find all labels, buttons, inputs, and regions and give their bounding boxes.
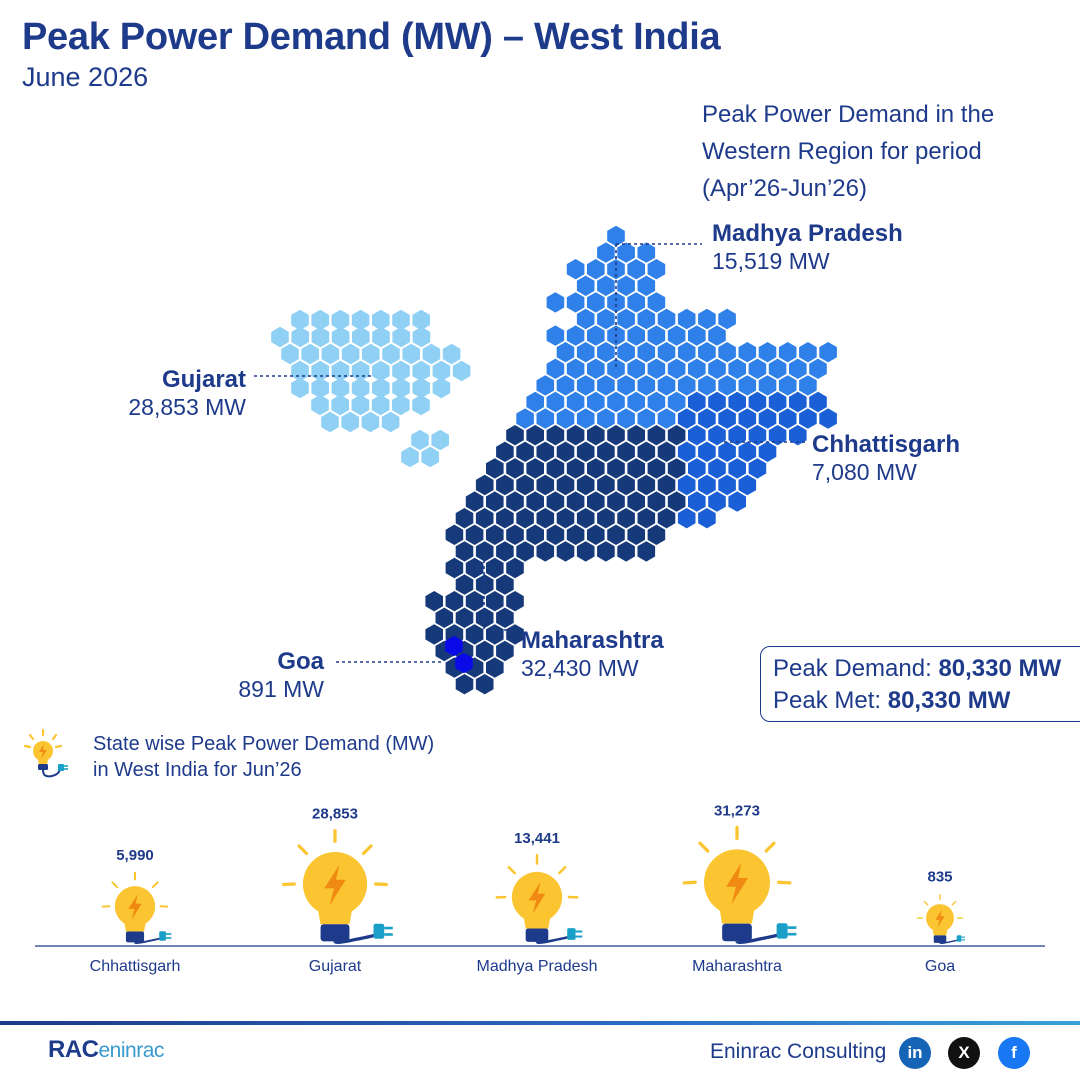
logo-sub: eninrac	[98, 1039, 165, 1062]
category-label: Maharashtra	[692, 958, 782, 975]
bar-value-label: 28,853	[312, 806, 358, 823]
state-name: Maharashtra	[521, 627, 664, 654]
state-name: Goa	[277, 648, 324, 675]
peak-met-line: Peak Met: 80,330 MW	[773, 687, 1010, 715]
bar-value-label: 31,273	[714, 803, 760, 820]
legend-line-2: in West India for Jun’26	[93, 759, 302, 781]
period-note: Peak Power Demand in the Western Region …	[702, 101, 995, 202]
facebook-icon[interactable]: f	[998, 1037, 1030, 1069]
state-value: 32,430 MW	[521, 655, 639, 681]
legend-text: State wise Peak Power Demand (MW) in Wes…	[93, 731, 434, 783]
state-label-gujarat: Gujarat 28,853 MW	[116, 366, 246, 421]
category-label: Gujarat	[309, 958, 362, 975]
state-value: 28,853 MW	[128, 394, 246, 420]
bulb-mark	[282, 828, 393, 944]
state-value: 7,080 MW	[812, 459, 917, 485]
state-label-chhattisgarh: Chhattisgarh 7,080 MW	[812, 431, 960, 486]
peak-demand-value: 80,330 MW	[938, 655, 1062, 682]
state-label-maharashtra: Maharashtra 32,430 MW	[521, 627, 664, 682]
footer-divider	[0, 1021, 1080, 1025]
page-title: Peak Power Demand (MW) – West India	[22, 16, 721, 58]
state-value: 15,519 MW	[712, 248, 830, 274]
peak-met-label: Peak Met:	[773, 687, 882, 714]
lightbulb-icon	[23, 728, 68, 778]
logo-main: RAC	[48, 1036, 99, 1063]
legend-line-1: State wise Peak Power Demand (MW)	[93, 733, 435, 755]
state-name: Chhattisgarh	[812, 431, 961, 458]
state-label-madhya-pradesh: Madhya Pradesh 15,519 MW	[712, 220, 903, 275]
linkedin-icon[interactable]: in	[899, 1037, 931, 1069]
bulb-mark	[917, 894, 966, 944]
peak-demand-line: Peak Demand: 80,330 MW	[773, 655, 1061, 683]
state-name: Madhya Pradesh	[712, 220, 903, 247]
category-label: Chhattisgarh	[90, 958, 181, 975]
category-label: Madhya Pradesh	[477, 958, 598, 975]
bulb-mark	[495, 853, 583, 944]
x-icon[interactable]: X	[948, 1037, 980, 1069]
company-name: Eninrac Consulting	[710, 1040, 887, 1063]
peak-met-value: 80,330 MW	[887, 687, 1011, 714]
bulb-chart: 5,990 Chhattisgarh 28,853 Gujarat 13,441 Madh…	[35, 803, 1045, 975]
bulb-mark	[682, 825, 797, 944]
category-label: Goa	[925, 958, 955, 975]
bar-value-label: 835	[927, 869, 952, 886]
bar-value-label: 13,441	[514, 830, 560, 847]
bar-value-label: 5,990	[116, 847, 154, 864]
state-value: 891 MW	[238, 676, 324, 702]
page-subtitle: June 2026	[22, 62, 149, 92]
peak-summary-box: Peak Demand: 80,330 MW Peak Met: 80,330 …	[760, 646, 1080, 722]
state-label-goa: Goa 891 MW	[224, 648, 324, 703]
state-name: Gujarat	[161, 366, 246, 393]
bulb-mark	[101, 871, 172, 944]
peak-demand-label: Peak Demand:	[773, 655, 932, 682]
company-logo: RACeninrac	[48, 1036, 164, 1064]
